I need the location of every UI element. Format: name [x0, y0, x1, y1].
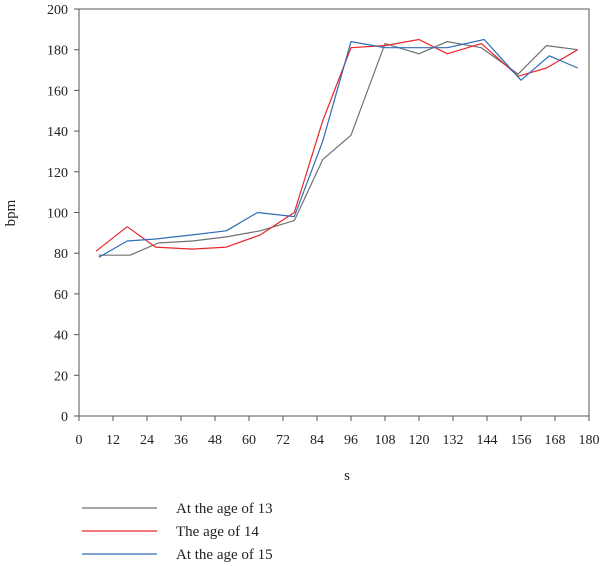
axis-ticks: 0 12 24 36 48 60 72 84 96 108 120 132 144 156 168 180 0 2… — [47, 3, 600, 448]
y-tick-label: 20 — [54, 369, 68, 384]
x-tick-label: 72 — [276, 433, 290, 448]
x-tick-label: 108 — [375, 433, 396, 448]
x-tick-label: 36 — [174, 433, 188, 448]
legend: At the age of 13 The age of 14 At the age … — [82, 501, 273, 563]
legend-label: At the age of 13 — [176, 501, 273, 517]
y-tick-label: 80 — [54, 247, 68, 262]
y-tick-label: 140 — [47, 125, 68, 140]
x-tick-label: 144 — [477, 433, 498, 448]
x-tick-label: 12 — [106, 433, 120, 448]
y-axis-title: bpm — [3, 199, 19, 226]
y-tick-label: 100 — [47, 207, 68, 222]
y-tick-label: 200 — [47, 3, 68, 18]
series-line-1 — [98, 40, 578, 256]
y-tick-label: 120 — [47, 166, 68, 181]
y-tick-label: 40 — [54, 329, 68, 344]
y-tick-label: 0 — [61, 410, 68, 425]
y-tick-label: 160 — [47, 84, 68, 99]
series-lines — [95, 38, 579, 258]
x-axis-title: s — [344, 468, 350, 484]
series-line-2 — [95, 38, 579, 252]
x-tick-label: 24 — [140, 433, 154, 448]
y-tick-label: 60 — [54, 288, 68, 303]
x-tick-label: 48 — [208, 433, 222, 448]
x-tick-label: 84 — [310, 433, 324, 448]
x-tick-label: 96 — [344, 433, 358, 448]
y-tick-label: 180 — [47, 44, 68, 59]
series-line-3 — [98, 38, 578, 258]
x-tick-label: 120 — [409, 433, 430, 448]
x-tick-label: 168 — [545, 433, 566, 448]
x-tick-label: 0 — [76, 433, 83, 448]
legend-label: The age of 14 — [176, 524, 259, 540]
x-tick-label: 180 — [579, 433, 600, 448]
x-tick-label: 132 — [443, 433, 464, 448]
x-tick-label: 60 — [242, 433, 256, 448]
x-tick-label: 156 — [511, 433, 532, 448]
legend-label: At the age of 15 — [176, 547, 273, 563]
